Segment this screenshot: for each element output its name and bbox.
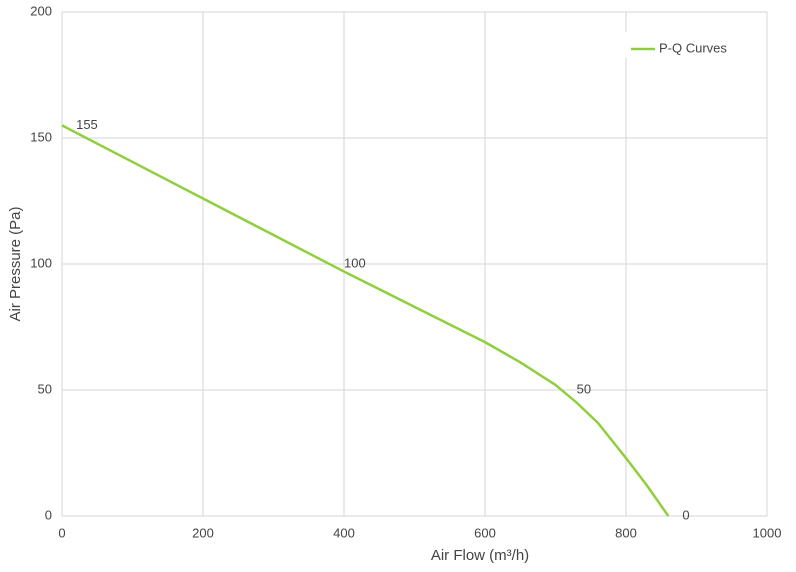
x-tick-label: 200 [192, 525, 214, 540]
x-tick-label: 800 [615, 525, 637, 540]
x-tick-label: 0 [58, 525, 65, 540]
line-series [61, 124, 670, 517]
y-axis-label: Air Pressure (Pa) [7, 206, 24, 321]
y-tick-label: 100 [30, 255, 52, 270]
data-label: 100 [344, 255, 366, 270]
data-label: 155 [76, 117, 98, 132]
y-tick-label: 200 [30, 3, 52, 18]
x-axis-label: Air Flow (m³/h) [431, 547, 529, 564]
y-tick-label: 50 [38, 381, 52, 396]
x-tick-label: 400 [333, 525, 355, 540]
legend-label: P-Q Curves [659, 40, 727, 55]
legend-box [617, 32, 757, 58]
y-tick-label: 0 [45, 507, 52, 522]
data-label: 50 [577, 381, 591, 396]
x-tick-label: 1000 [753, 525, 782, 540]
x-tick-label: 600 [474, 525, 496, 540]
y-tick-label: 150 [30, 129, 52, 144]
data-label: 0 [682, 507, 689, 522]
